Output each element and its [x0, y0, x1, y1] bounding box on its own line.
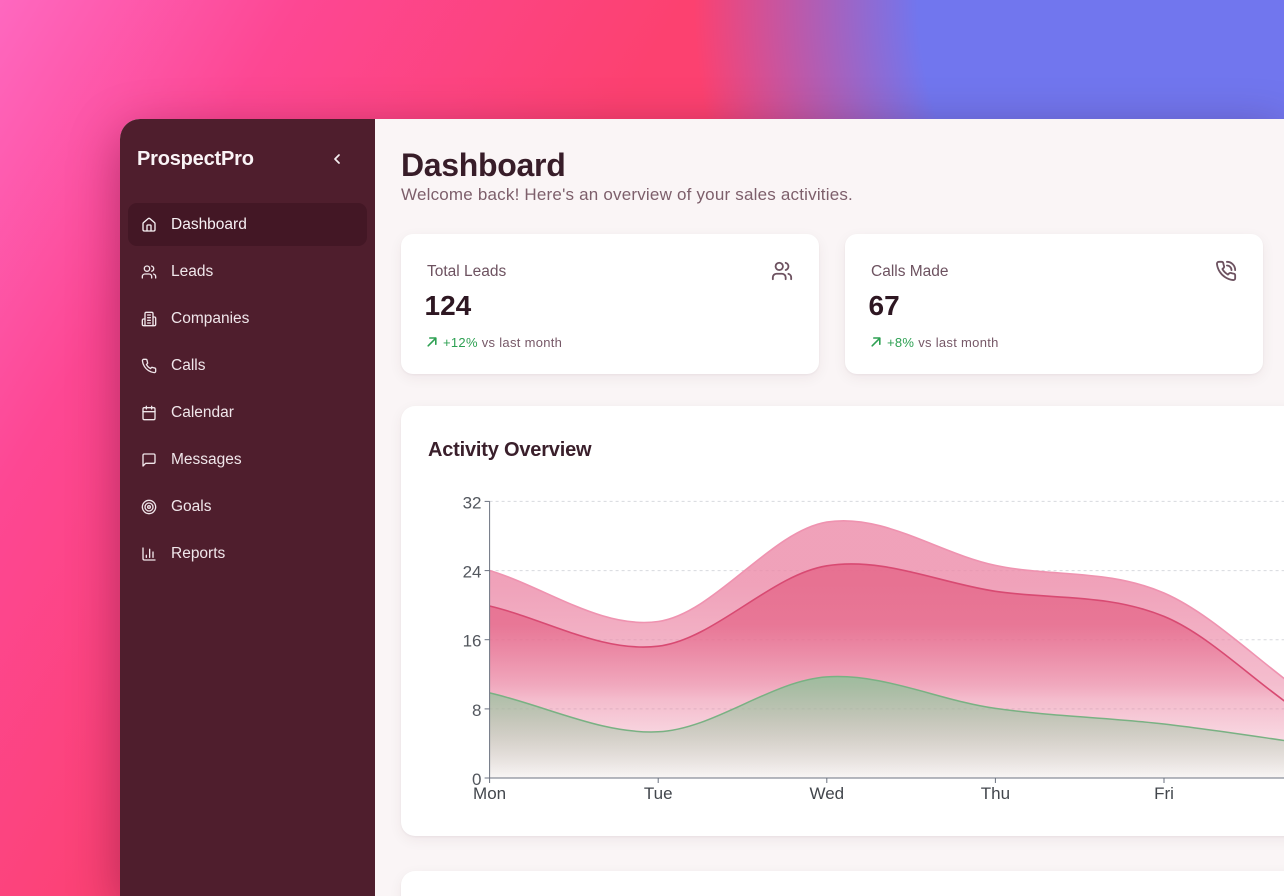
svg-text:Mon: Mon [473, 784, 506, 803]
svg-text:Wed: Wed [809, 784, 844, 803]
svg-text:Tue: Tue [644, 784, 673, 803]
svg-text:0: 0 [472, 770, 481, 789]
svg-text:Fri: Fri [1154, 784, 1174, 803]
svg-text:Thu: Thu [981, 784, 1010, 803]
svg-text:24: 24 [463, 563, 482, 582]
svg-text:32: 32 [463, 493, 482, 512]
svg-text:16: 16 [463, 632, 482, 651]
svg-text:8: 8 [472, 701, 481, 720]
